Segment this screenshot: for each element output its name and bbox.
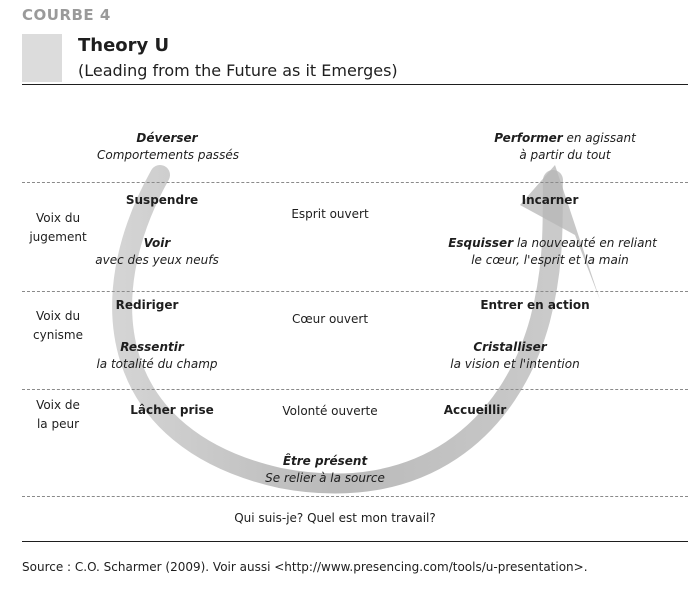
source-note: Source : C.O. Scharmer (2009). Voir auss… [22, 560, 588, 574]
performer-bold: Performer [494, 131, 563, 145]
voir-sub: avec des yeux neufs [95, 253, 219, 267]
rediriger-label: Rediriger [115, 298, 179, 312]
band-separator [22, 496, 688, 497]
cristalliser-label: Cristalliser [473, 340, 547, 354]
voice-judgement-line2: jugement [29, 230, 87, 244]
lacher-prise-label: Lâcher prise [130, 403, 214, 417]
band-separator [22, 389, 688, 390]
deverser-sub: Comportements passés [97, 148, 239, 162]
voice-cynicism: Voix du cynisme [18, 307, 98, 345]
esquisser-sub: le cœur, l'esprit et la main [471, 253, 629, 267]
accueillir-label: Accueillir [443, 403, 507, 417]
etre-present-sub: Se relier à la source [265, 471, 385, 485]
volonte-ouverte-label: Volonté ouverte [282, 404, 378, 418]
ressentir-sub: la totalité du champ [96, 357, 218, 371]
performer-sub: à partir du tout [519, 148, 611, 162]
band-separator [22, 182, 688, 183]
incarner-label: Incarner [521, 193, 579, 207]
top-rule [22, 84, 688, 85]
suspendre-label: Suspendre [125, 193, 199, 207]
esquisser-bold: Esquisser [448, 236, 514, 250]
cristalliser-sub: la vision et l'intention [450, 357, 580, 371]
voice-fear-line2: la peur [36, 417, 80, 431]
esprit-ouvert-label: Esprit ouvert [291, 207, 369, 221]
deverser-label: Déverser [136, 131, 198, 145]
etre-present-label: Être présent [282, 454, 368, 468]
title-box-decoration [22, 34, 62, 82]
entrer-en-action-label: Entrer en action [480, 298, 590, 312]
figure-subtitle: (Leading from the Future as it Emerges) [78, 61, 398, 80]
figure-title: Theory U [78, 35, 170, 56]
question-label: Qui suis-je? Quel est mon travail? [234, 511, 436, 525]
bottom-rule [22, 541, 688, 542]
voice-fear: Voix de la peur [18, 396, 98, 434]
figure-tag: COURBE 4 [22, 6, 111, 24]
performer-label: Performer en agissant [480, 131, 650, 145]
coeur-ouvert-label: Cœur ouvert [291, 312, 369, 326]
band-separator [22, 291, 688, 292]
esquisser-label: Esquisser la nouveauté en reliant [445, 236, 660, 250]
voice-judgement-line1: Voix du [35, 211, 81, 225]
voice-judgement: Voix du jugement [18, 209, 98, 247]
performer-rest: en agissant [562, 131, 636, 145]
voice-cynicism-line1: Voix du [35, 309, 81, 323]
ressentir-label: Ressentir [120, 340, 184, 354]
voir-label: Voir [143, 236, 171, 250]
voice-cynicism-line2: cynisme [33, 328, 83, 342]
voice-fear-line1: Voix de [36, 398, 80, 412]
esquisser-rest: la nouveauté en reliant [513, 236, 657, 250]
